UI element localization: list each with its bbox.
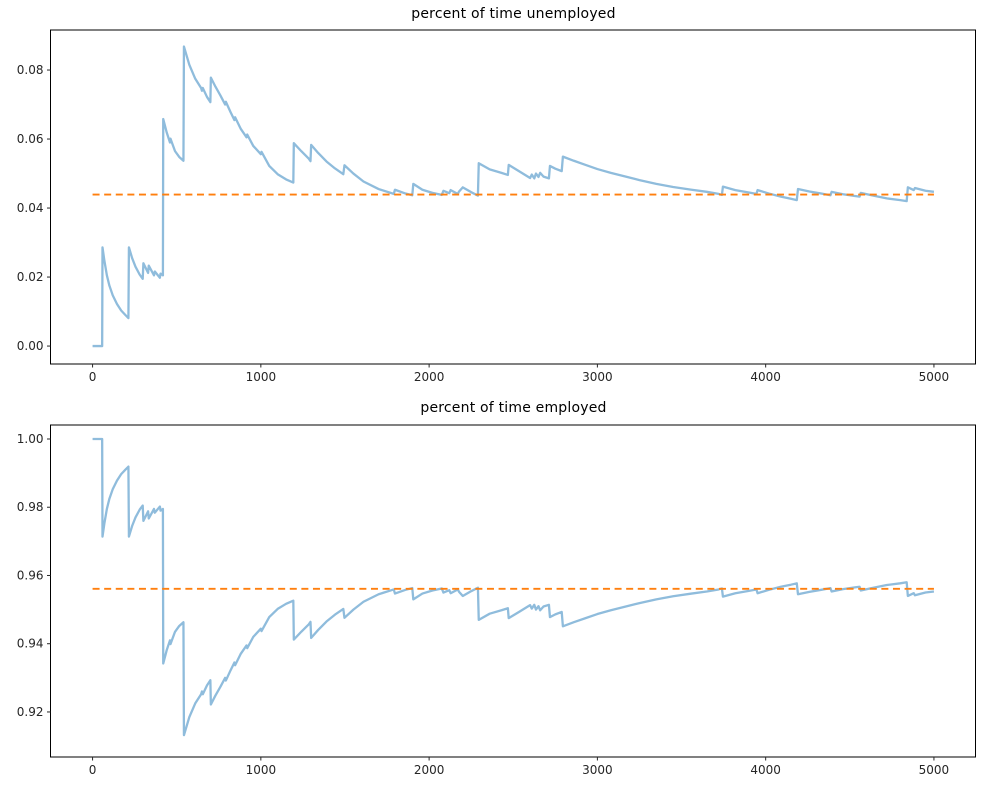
axes-spines (50, 424, 976, 758)
cumulative-share-employed-line (92, 437, 935, 737)
chart-title-unemployed: percent of time unemployed (411, 6, 616, 22)
y-tick-label: 0.94 (17, 637, 44, 651)
chart-0: 0 1000 2000 3000 4000 5000 0.00 0.02 0.04 0.06 0.0… (17, 29, 976, 384)
x-tick-label: 5000 (919, 763, 950, 777)
y-tick-label: 0.96 (17, 568, 44, 582)
x-tick-label: 0 (89, 370, 97, 384)
x-tick-label: 4000 (750, 763, 781, 777)
x-tick-label: 1000 (246, 763, 277, 777)
x-tick-label: 1000 (246, 370, 277, 384)
y-tick-label: 0.08 (17, 63, 44, 77)
cumulative-share-unemployed-line (92, 45, 935, 348)
y-tick-label: 0.04 (17, 201, 44, 215)
chart-title-employed: percent of time employed (420, 400, 607, 416)
y-tick-label: 0.92 (17, 705, 44, 719)
y-tick-label: 1.00 (17, 432, 44, 446)
x-tick-label: 0 (89, 763, 97, 777)
y-tick-label: 0.02 (17, 270, 44, 284)
x-tick-label: 3000 (582, 370, 613, 384)
y-tick-label: 0.98 (17, 500, 44, 514)
axes-spines (50, 29, 976, 365)
x-tick-label: 3000 (582, 763, 613, 777)
y-tick-label: 0.00 (17, 339, 44, 353)
x-tick-label: 5000 (919, 370, 950, 384)
x-tick-label: 2000 (414, 763, 445, 777)
chart-1: 0 1000 2000 3000 4000 5000 0.92 0.94 0.96 0.98 1.0… (17, 424, 976, 777)
x-tick-label: 2000 (414, 370, 445, 384)
y-tick-label: 0.06 (17, 132, 44, 146)
x-tick-label: 4000 (750, 370, 781, 384)
